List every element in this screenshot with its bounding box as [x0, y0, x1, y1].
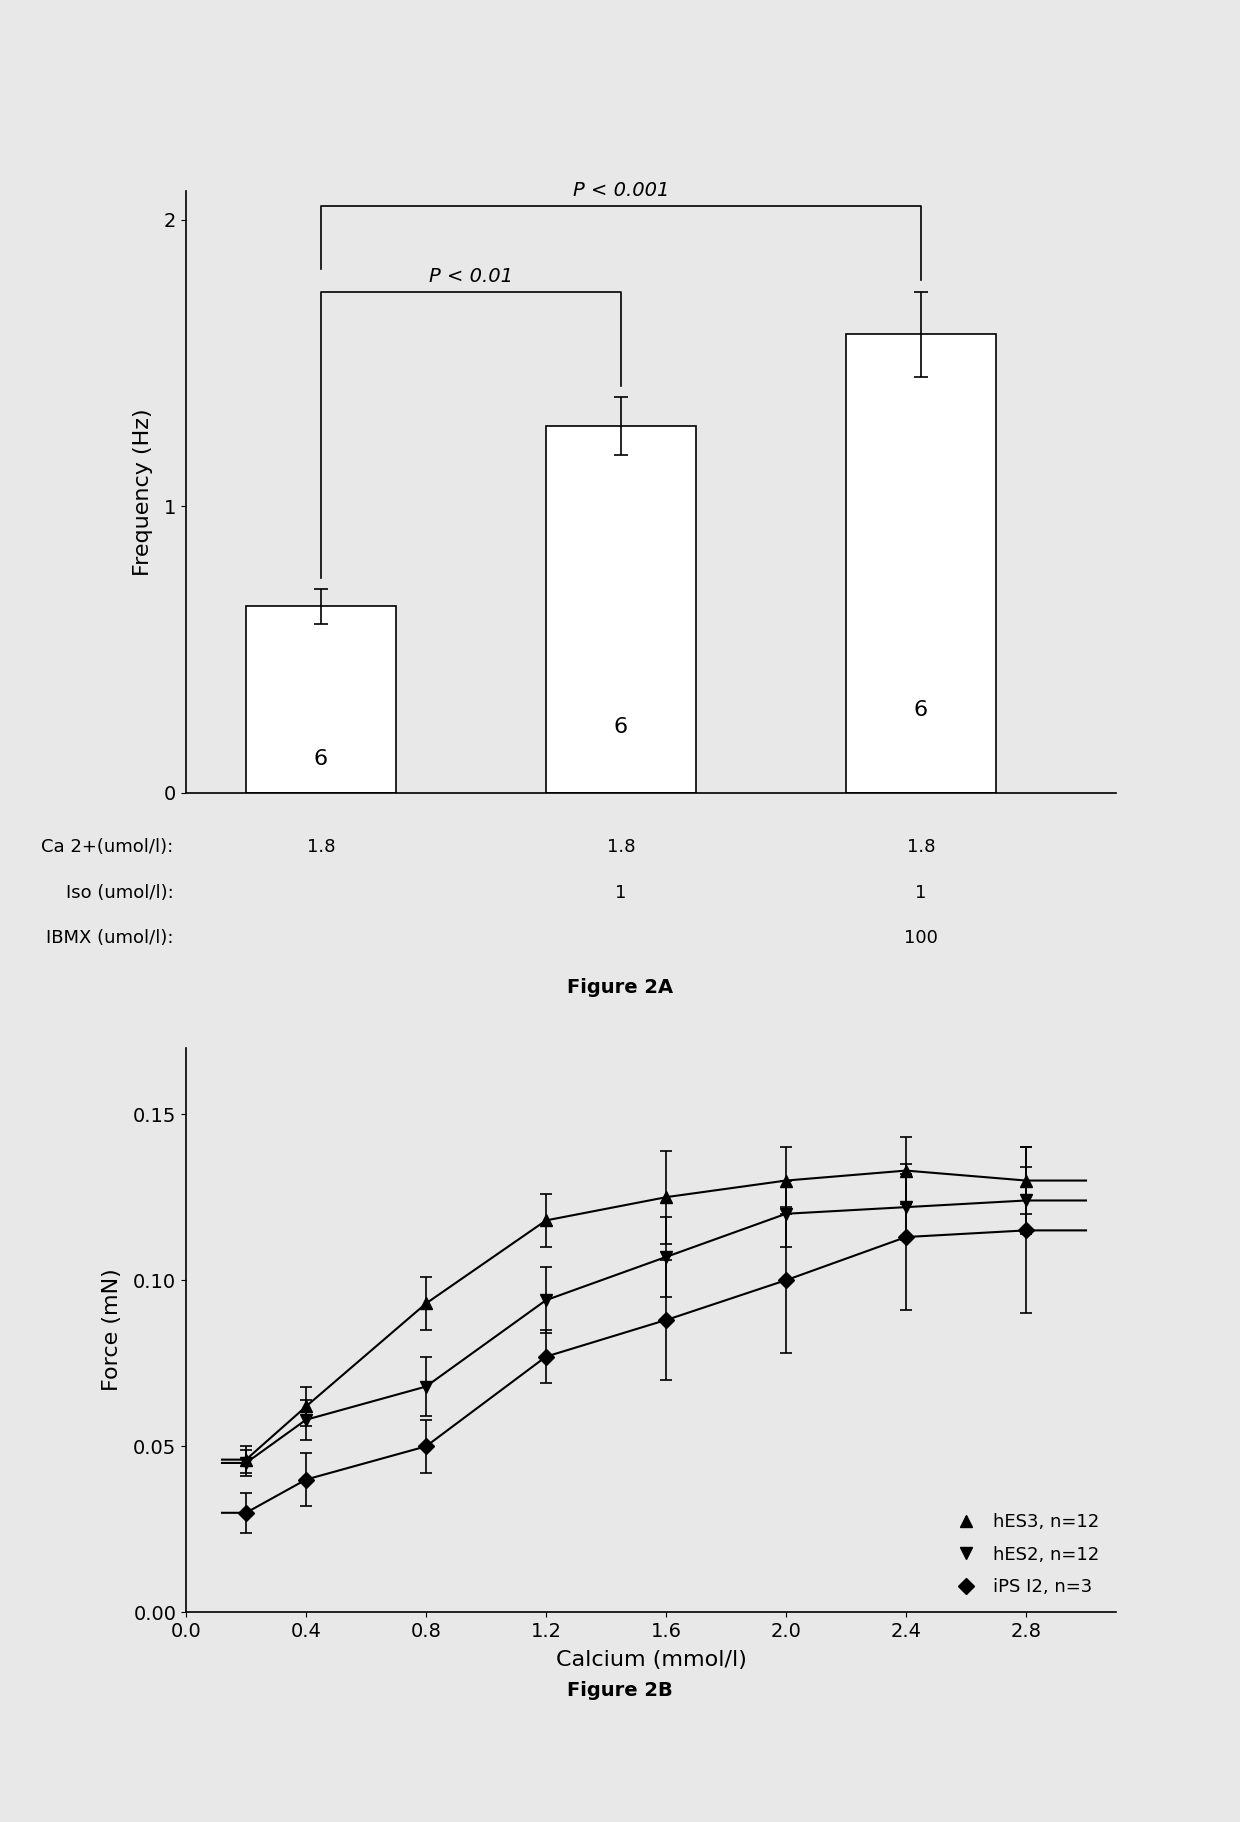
X-axis label: Calcium (mmol/l): Calcium (mmol/l): [556, 1649, 746, 1669]
Y-axis label: Frequency (Hz): Frequency (Hz): [133, 408, 153, 576]
Text: Iso (umol/l):: Iso (umol/l):: [66, 884, 174, 902]
Text: 6: 6: [914, 700, 928, 720]
Text: 1: 1: [615, 884, 626, 902]
Y-axis label: Force (mN): Force (mN): [102, 1268, 122, 1392]
Text: Figure 2A: Figure 2A: [567, 978, 673, 997]
Bar: [546, 426, 696, 793]
Text: Figure 2B: Figure 2B: [567, 1682, 673, 1700]
Text: 1.8: 1.8: [606, 838, 635, 856]
Legend: hES3, n=12, hES2, n=12, iPS I2, n=3: hES3, n=12, hES2, n=12, iPS I2, n=3: [941, 1507, 1107, 1603]
Bar: [246, 607, 396, 793]
Text: IBMX (umol/l):: IBMX (umol/l):: [46, 929, 174, 947]
Text: 1.8: 1.8: [906, 838, 935, 856]
Text: P < 0.001: P < 0.001: [573, 180, 670, 200]
Text: Ca 2+(umol/l):: Ca 2+(umol/l):: [41, 838, 174, 856]
Text: 100: 100: [904, 929, 937, 947]
Text: 1: 1: [915, 884, 926, 902]
Bar: [846, 335, 996, 793]
Text: P < 0.01: P < 0.01: [429, 266, 513, 286]
Text: 6: 6: [314, 749, 329, 769]
Text: 6: 6: [614, 716, 629, 736]
Text: 1.8: 1.8: [306, 838, 335, 856]
